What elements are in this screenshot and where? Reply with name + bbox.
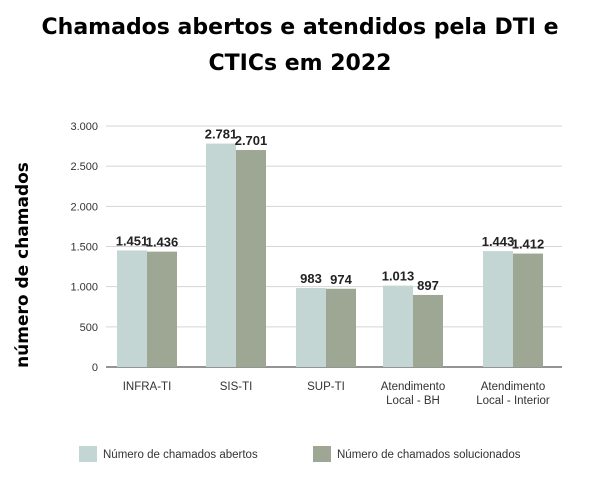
legend-label: Número de chamados solucionados	[337, 449, 521, 461]
legend-swatch	[79, 446, 97, 462]
x-axis-categories: INFRA-TI SIS-TI SUP-TI Atendimento Local - B…	[123, 381, 550, 407]
bars	[117, 143, 543, 367]
bar	[296, 288, 326, 367]
y-tick-label: 2.500	[70, 161, 98, 173]
legend-swatch	[313, 446, 331, 462]
x-category-label: Atendimento	[481, 381, 546, 393]
y-tick-label: 0	[92, 362, 98, 374]
bar	[236, 150, 266, 367]
data-label: 1.412	[512, 237, 545, 252]
bar	[483, 251, 513, 367]
data-label: 974	[330, 272, 352, 287]
data-label: 1.451	[116, 233, 149, 248]
data-label: 1.013	[382, 269, 415, 284]
x-category-label: Atendimento	[381, 381, 446, 393]
x-category-label: Local - BH	[386, 395, 440, 407]
x-category-label: Local - Interior	[476, 395, 550, 407]
data-label: 1.436	[146, 235, 179, 250]
y-axis-label: número de chamados	[13, 162, 33, 368]
y-tick-label: 3.000	[70, 121, 98, 133]
y-axis-ticks: 0 500 1.000 1.500 2.000 2.500 3.000	[70, 121, 98, 374]
data-label: 2.701	[235, 133, 268, 148]
bar	[513, 253, 543, 367]
data-label: 1.443	[482, 234, 515, 249]
x-category-label: INFRA-TI	[123, 381, 172, 393]
chart-title-line-2: CTICs em 2022	[209, 51, 392, 76]
bar	[206, 143, 236, 367]
chart-title-line-1: Chamados abertos e atendidos pela DTI e	[42, 15, 559, 40]
y-tick-label: 2.000	[70, 201, 98, 213]
bar	[117, 250, 147, 367]
data-label: 983	[300, 271, 322, 286]
data-label: 2.781	[205, 127, 238, 142]
bar	[383, 285, 413, 367]
bar	[413, 294, 443, 367]
legend: Número de chamados abertos Número de cham…	[79, 446, 521, 462]
y-tick-label: 1.000	[70, 282, 98, 294]
legend-label: Número de chamados abertos	[103, 449, 258, 461]
bar	[147, 251, 177, 367]
bar	[326, 288, 356, 367]
y-tick-label: 1.500	[70, 242, 98, 254]
x-category-label: SIS-TI	[220, 381, 253, 393]
x-category-label: SUP-TI	[307, 381, 345, 393]
data-label: 897	[417, 278, 439, 293]
y-tick-label: 500	[80, 322, 98, 334]
